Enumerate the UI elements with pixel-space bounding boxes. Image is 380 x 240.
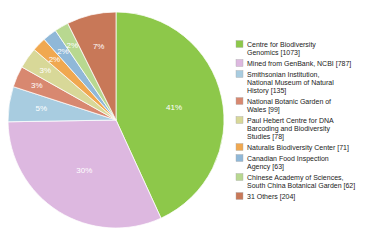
data-labels: 41%30%5%3%3%2%2%2%7% [31,41,182,175]
legend-label-line: National Botanic Garden of [247,98,331,105]
legend-label-line: Naturalis Biodiversity Center [71] [247,144,349,152]
data-label: 5% [35,104,47,113]
data-label: 30% [76,166,92,175]
legend-item: Chinese Academy of Sciences,South China … [236,174,355,191]
legend-label: Centre for BiodiversityGenomics [1073] [247,41,316,57]
legend-item: Smithsonian Institution,National Museum … [236,71,334,96]
legend-label-line: 31 Others [204] [247,193,295,201]
legend-swatch [236,71,243,78]
slices [8,12,224,228]
legend-label-line: Agency [63] [247,163,284,171]
legend-swatch [236,174,243,181]
legend-label: Naturalis Biodiversity Center [71] [247,144,349,152]
data-label: 2% [67,41,79,50]
legend-label-line: Mined from GenBank, NCBI [787] [247,60,351,68]
pie: 41%30%5%3%3%2%2%2%7% [8,12,224,228]
legend-label-line: Paul Hebert Centre for DNA [247,117,334,124]
data-label: 7% [93,42,105,51]
legend-label-line: South China Botanical Garden [62] [247,182,355,190]
legend-swatch [236,155,243,162]
legend-label: 31 Others [204] [247,193,295,201]
legend-swatch [236,144,243,151]
legend-swatch [236,193,243,200]
legend-label-line: Centre for Biodiversity [247,41,316,49]
legend-label: Chinese Academy of Sciences,South China … [247,174,355,190]
legend-item: Canadian Food InspectionAgency [63] [236,155,329,172]
legend-label: Paul Hebert Centre for DNABarcoding and … [247,117,334,141]
data-label: 3% [31,81,43,90]
legend-label: Smithsonian Institution,National Museum … [247,71,334,95]
legend-label-line: Barcoding and Biodiversity [247,125,330,133]
legend-item: Centre for BiodiversityGenomics [1073] [236,41,316,58]
legend: Centre for BiodiversityGenomics [1073] Mi… [236,41,355,202]
legend-label-line: Canadian Food Inspection [247,155,329,163]
legend-item: Naturalis Biodiversity Center [71] [236,144,349,153]
legend-label-line: Wales [99] [247,106,280,114]
legend-label-line: Studies [78] [247,133,284,141]
legend-item: Paul Hebert Centre for DNABarcoding and … [236,117,334,142]
legend-label-line: Chinese Academy of Sciences, [247,174,344,182]
legend-label-line: National Museum of Natural [247,79,334,86]
legend-swatch [236,41,243,48]
pie-slice [8,120,161,228]
legend-item: 31 Others [204] [236,193,295,202]
legend-label-line: Smithsonian Institution, [247,71,319,78]
legend-label-line: History [135] [247,87,286,95]
legend-item: National Botanic Garden ofWales [99] [236,98,331,115]
legend-swatch [236,60,243,67]
data-label: 41% [166,103,182,112]
legend-label: National Botanic Garden ofWales [99] [247,98,331,114]
legend-label: Mined from GenBank, NCBI [787] [247,60,351,68]
pie-slice [68,12,116,120]
legend-label-line: Genomics [1073] [247,49,300,57]
legend-label: Canadian Food InspectionAgency [63] [247,155,329,171]
chart: 41%30%5%3%3%2%2%2%7%Centre for Biodivers… [0,0,380,240]
legend-swatch [236,98,243,105]
legend-swatch [236,117,243,124]
legend-item: Mined from GenBank, NCBI [787] [236,60,351,69]
data-label: 3% [39,66,51,75]
